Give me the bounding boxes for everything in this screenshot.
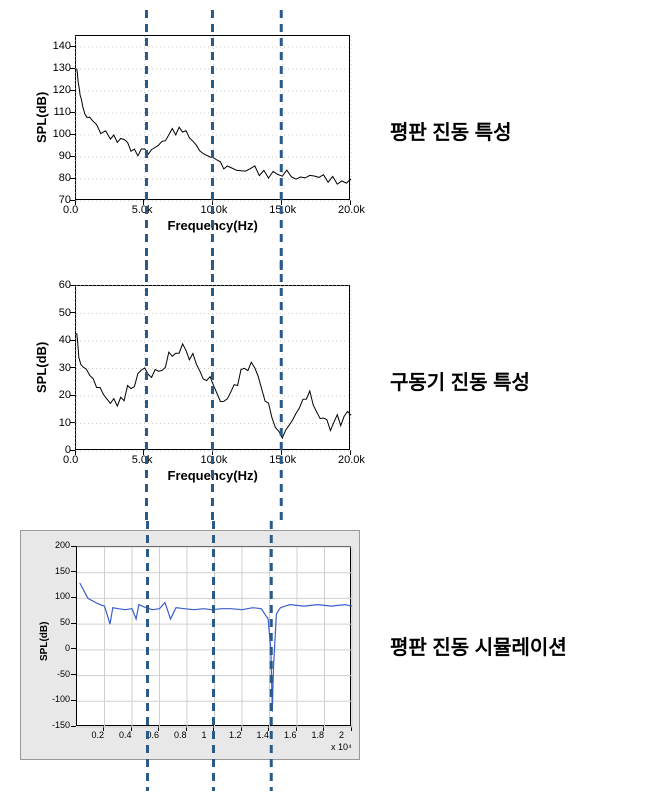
- ref-lines-1: [20, 260, 360, 520]
- chart-row-0: 0.05.0k10.0k15.0k20.0k708090100110120130…: [20, 20, 512, 240]
- side-label-1: 구동기 진동 특성: [390, 366, 530, 395]
- side-label-0: 평판 진동 특성: [390, 116, 512, 145]
- chart-1: 0.05.0k10.0k15.0k20.0k0102030405060Frequ…: [20, 270, 360, 490]
- ref-lines-2: [21, 521, 361, 791]
- side-label-2: 평판 진동 시뮬레이션: [390, 631, 567, 660]
- chart-2: 0.20.40.60.811.21.41.61.82-150-100-50050…: [20, 530, 360, 760]
- chart-0: 0.05.0k10.0k15.0k20.0k708090100110120130…: [20, 20, 360, 240]
- ref-lines-0: [20, 10, 360, 270]
- chart-row-2: 0.20.40.60.811.21.41.61.82-150-100-50050…: [20, 530, 567, 760]
- chart-row-1: 0.05.0k10.0k15.0k20.0k0102030405060Frequ…: [20, 270, 530, 490]
